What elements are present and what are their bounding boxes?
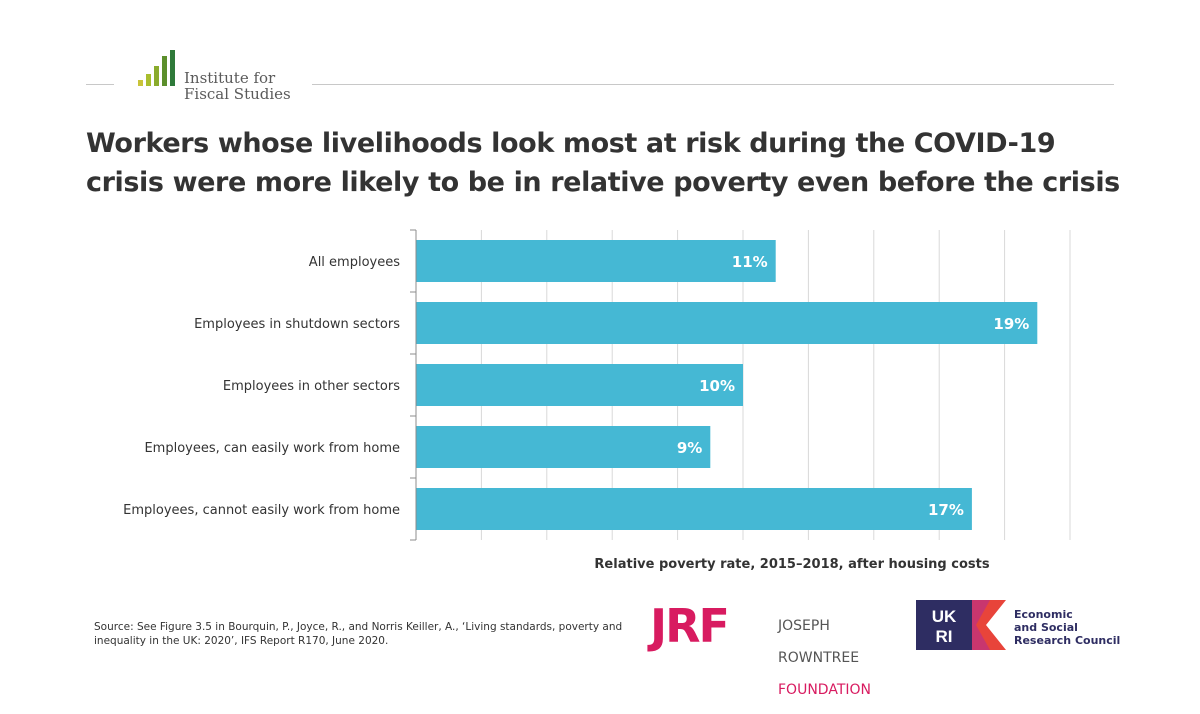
bar-chart: 11% 19% 10% 9% 17% All employees Employees in… [123, 229, 1071, 572]
jrf-line-2: ROWNTREE [778, 650, 860, 666]
bar [416, 302, 1038, 344]
header-rule-right [312, 84, 1114, 85]
ifs-logo: Institute for Fiscal Studies [136, 48, 306, 104]
category-label: Employees in shutdown sectors [194, 317, 400, 332]
jrf-logo: JRF JOSEPH ROWNTREE FOUNDATION [650, 599, 900, 698]
bar [416, 426, 711, 468]
ukri-mark-text-top: UK [932, 607, 957, 626]
ifs-logo-text: Institute for Fiscal Studies [184, 69, 291, 103]
ukri-logo: UK RI Economic and Social Research Counc… [916, 600, 1136, 654]
source-note: Source: See Figure 3.5 in Bourquin, P., … [94, 621, 623, 647]
header-rule-left [86, 84, 114, 85]
data-label: 17% [928, 501, 964, 519]
bar [416, 364, 743, 406]
category-label: Employees in other sectors [223, 379, 400, 394]
x-axis-label: Relative poverty rate, 2015–2018, after … [594, 557, 989, 572]
ukri-text: Economic and Social Research Council [1014, 608, 1121, 647]
data-label: 9% [677, 439, 702, 457]
y-axis: All employees Employees in shutdown secto… [123, 229, 417, 541]
data-label: 10% [699, 377, 735, 395]
jrf-line-3: FOUNDATION [778, 682, 871, 698]
ukri-mark-icon: UK RI [916, 600, 1006, 650]
ukri-mark-text-bottom: RI [936, 627, 953, 646]
category-label: Employees, can easily work from home [144, 441, 400, 456]
ifs-bars-icon [138, 50, 175, 86]
data-label: 19% [993, 315, 1029, 333]
data-label: 11% [732, 253, 768, 271]
category-label: Employees, cannot easily work from home [123, 503, 400, 518]
page-title: Workers whose livelihoods look most at r… [86, 128, 1120, 198]
bars: 11% 19% 10% 9% 17% [416, 240, 1038, 530]
bar [416, 488, 972, 530]
jrf-line-1: JOSEPH [778, 618, 830, 634]
jrf-mark: JRF [650, 599, 730, 653]
jrf-text: JOSEPH ROWNTREE FOUNDATION [778, 602, 871, 714]
bar [416, 240, 776, 282]
category-label: All employees [309, 255, 400, 270]
